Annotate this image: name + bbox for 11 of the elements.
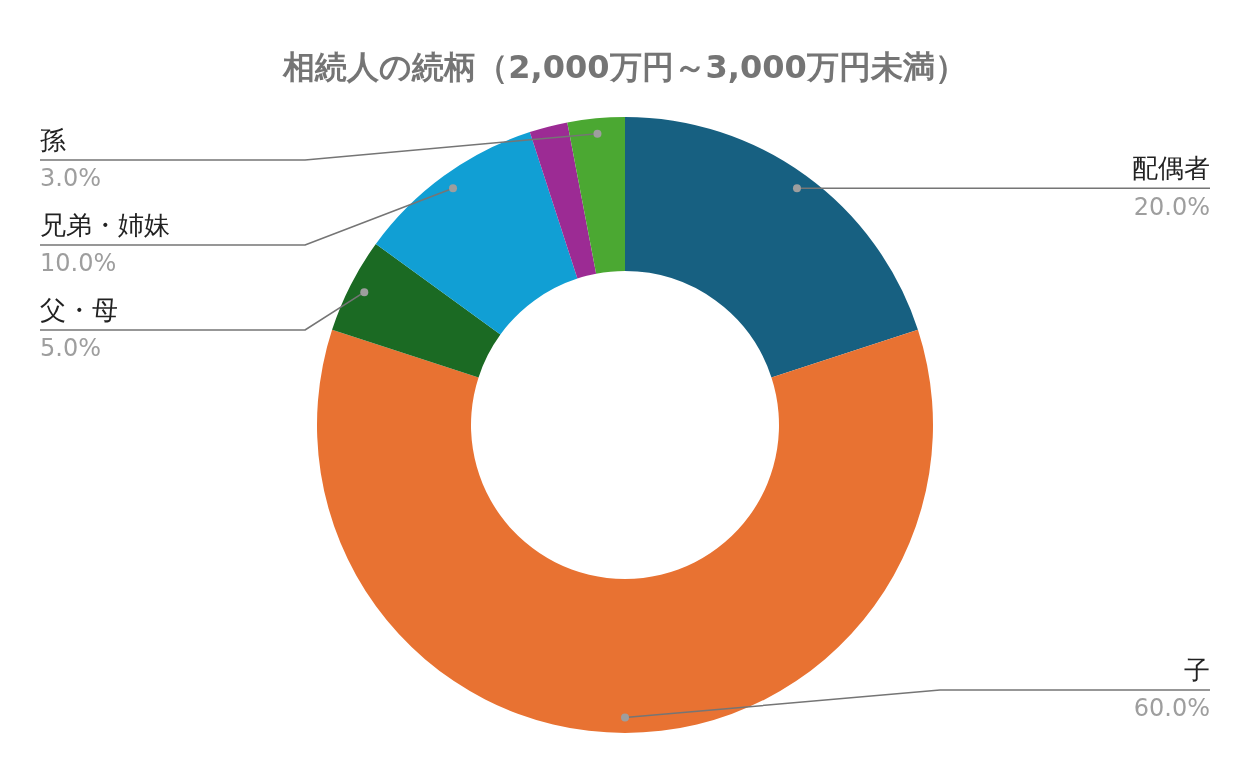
data-label: 60.0% [1133, 694, 1210, 723]
slice-label: 父・母 [40, 294, 118, 325]
slice-label: 子 [1184, 654, 1210, 685]
data-label: 5.0% [40, 334, 101, 363]
data-label: 3.0% [40, 164, 101, 193]
slice-label: 孫 [40, 124, 66, 155]
slice-label: 兄弟・姉妹 [40, 209, 170, 240]
data-label: 10.0% [40, 249, 117, 278]
slice-label: 配偶者 [1132, 153, 1210, 184]
data-label: 20.0% [1133, 192, 1210, 221]
chart-title: 相続人の続柄（2,000万円～3,000万円未満） [282, 48, 967, 87]
